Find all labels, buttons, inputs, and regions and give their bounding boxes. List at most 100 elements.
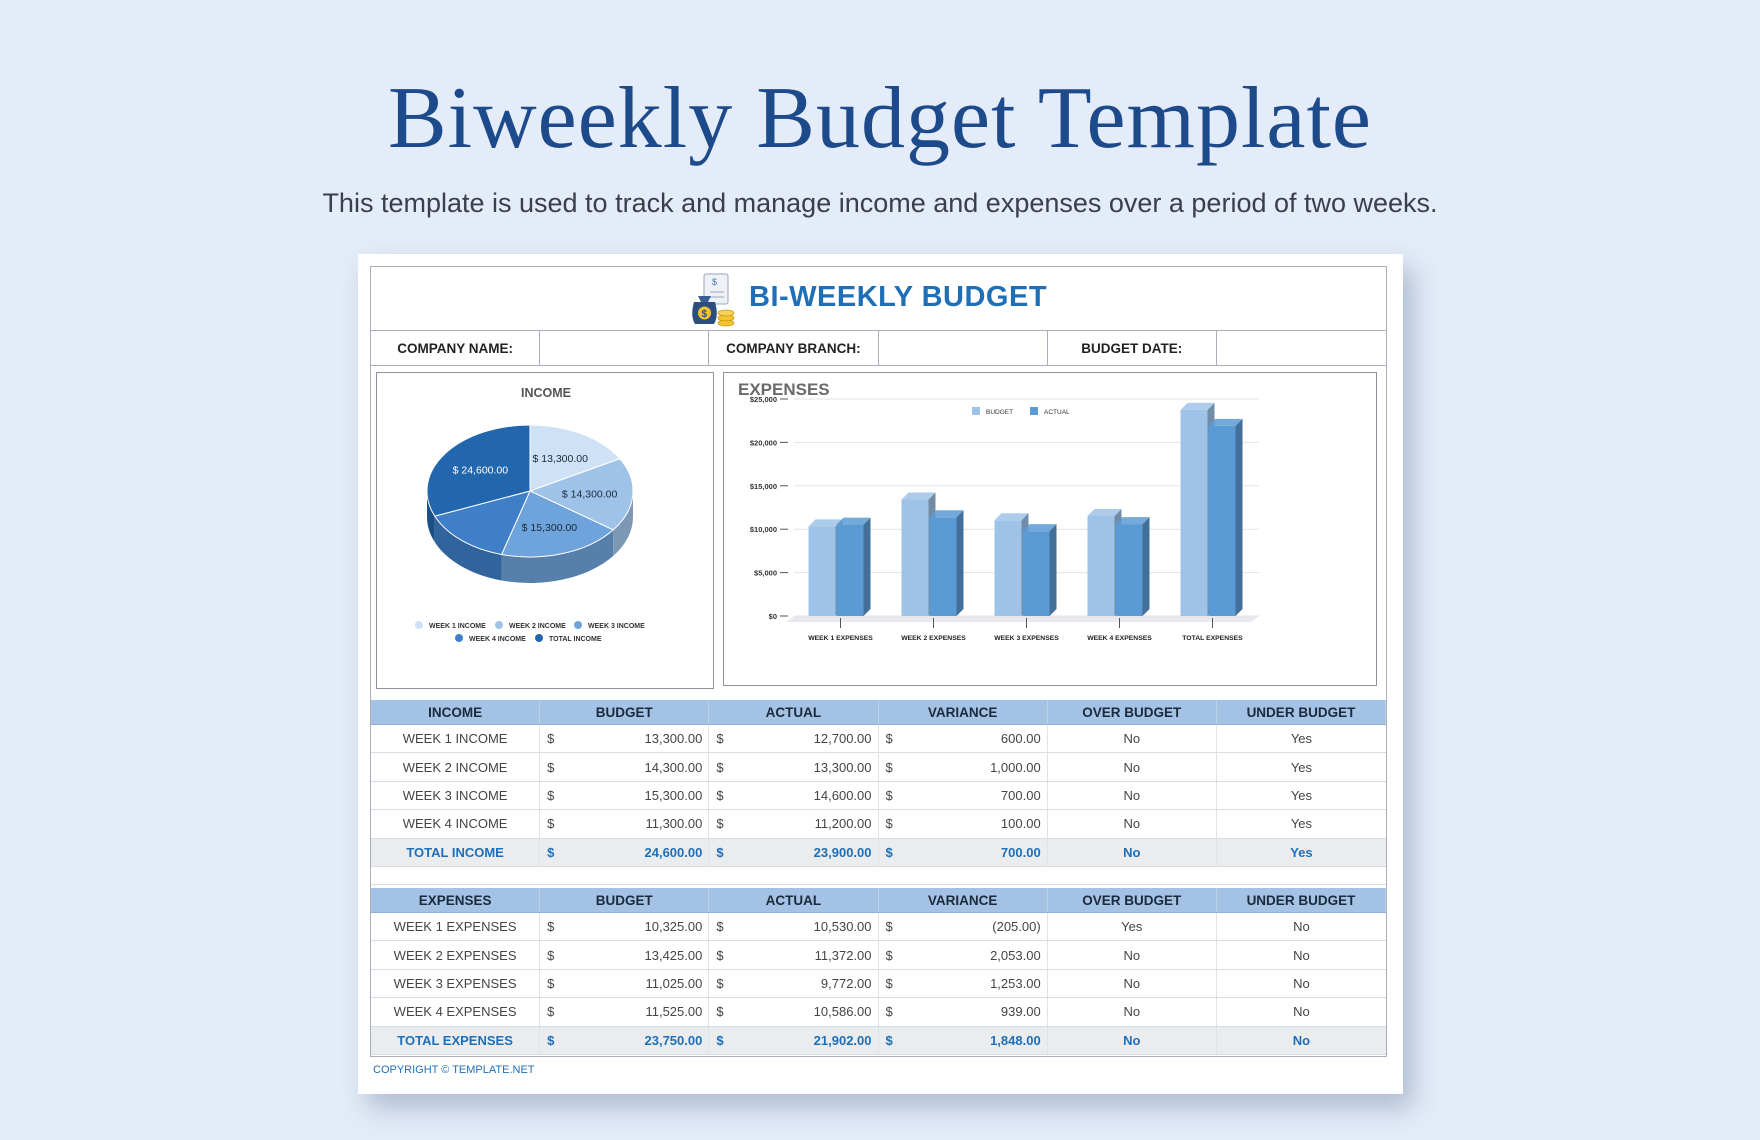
- pie-slice: [433, 490, 531, 556]
- budget-cell[interactable]: $14,300.00: [540, 753, 710, 781]
- under-budget-cell[interactable]: No: [1293, 919, 1310, 935]
- under-budget-cell[interactable]: No: [1293, 947, 1310, 963]
- expenses-chart-title: EXPENSES: [738, 380, 830, 399]
- budget-title: BI-WEEKLY BUDGET: [749, 281, 1048, 313]
- over-budget-cell[interactable]: No: [1048, 725, 1217, 753]
- under-budget-cell[interactable]: Yes: [1290, 787, 1313, 803]
- row-label[interactable]: WEEK 1 EXPENSES: [371, 913, 541, 941]
- currency-symbol: $: [716, 919, 724, 935]
- variance-cell-value: (205.00): [992, 919, 1041, 935]
- under-budget-cell[interactable]: Yes: [1290, 816, 1313, 832]
- under-budget-cell[interactable]: No: [1293, 1004, 1310, 1020]
- row-label[interactable]: WEEK 1 INCOME: [371, 725, 541, 753]
- row-label[interactable]: WEEK 2 EXPENSES: [371, 941, 541, 969]
- actual-cell[interactable]: $12,700.00: [709, 725, 879, 753]
- actual-cell[interactable]: $23,900.00: [709, 838, 879, 866]
- row-label[interactable]: WEEK 2 INCOME: [371, 753, 541, 781]
- under-budget-cell[interactable]: No: [1293, 975, 1310, 991]
- actual-cell[interactable]: $9,772.00: [709, 969, 879, 998]
- legend-swatch: [415, 621, 423, 629]
- over-budget-cell[interactable]: No: [1048, 781, 1217, 810]
- row-label[interactable]: TOTAL INCOME: [371, 838, 541, 866]
- y-tick-label: $15,000: [750, 482, 777, 491]
- actual-cell-value: 12,700.00: [813, 731, 872, 747]
- variance-cell[interactable]: $1,848.00: [879, 1026, 1048, 1054]
- pie-slice-side: [613, 491, 633, 556]
- actual-cell[interactable]: $10,586.00: [709, 998, 879, 1026]
- actual-cell[interactable]: $11,200.00: [709, 810, 879, 838]
- budget-cell-value: 13,425.00: [644, 947, 703, 963]
- company-branch-field[interactable]: [879, 331, 1048, 365]
- variance-cell[interactable]: $1,000.00: [879, 753, 1048, 781]
- row-label[interactable]: TOTAL EXPENSES: [371, 1026, 541, 1054]
- pie-slice: [426, 424, 531, 517]
- row-label[interactable]: WEEK 3 EXPENSES: [371, 969, 541, 998]
- variance-cell[interactable]: $700.00: [879, 781, 1048, 810]
- budget-cell-value: 11,300.00: [645, 816, 703, 832]
- budget-cell[interactable]: $23,750.00: [540, 1026, 710, 1054]
- over-budget-cell[interactable]: No: [1048, 969, 1217, 998]
- variance-cell[interactable]: $600.00: [879, 725, 1048, 753]
- variance-cell-value: 700.00: [1000, 787, 1041, 803]
- legend-swatch: [535, 634, 543, 642]
- currency-symbol: $: [547, 1004, 555, 1020]
- budget-cell[interactable]: $13,300.00: [540, 725, 710, 753]
- budget-cell-value: 11,025.00: [645, 975, 703, 991]
- expenses-bar-svg: EXPENSES $0 $5,000 $10,000 $15,000 $20,000 $2…: [738, 380, 1259, 642]
- budget-cell[interactable]: $24,600.00: [540, 838, 710, 866]
- over-budget-cell[interactable]: No: [1048, 998, 1217, 1026]
- actual-cell-value: 10,530.00: [813, 919, 872, 935]
- company-name-field[interactable]: [540, 331, 710, 365]
- budget-cell[interactable]: $15,300.00: [540, 781, 710, 810]
- budget-cell[interactable]: $11,025.00: [540, 969, 710, 998]
- under-budget-cell[interactable]: No: [1292, 1032, 1311, 1048]
- budget-cell[interactable]: $11,525.00: [540, 998, 710, 1026]
- legend-swatch: [495, 621, 503, 629]
- variance-cell[interactable]: $939.00: [879, 998, 1048, 1026]
- budget-sheet: $ $ BI-WEEKLY BUDGET COMPANY NAME: COMPA…: [358, 254, 1403, 1094]
- variance-cell[interactable]: $ (205.00): [879, 913, 1048, 941]
- under-budget-cell[interactable]: Yes: [1290, 731, 1313, 747]
- budget-cell[interactable]: $11,300.00: [540, 810, 710, 838]
- over-budget-cell[interactable]: No: [1048, 941, 1217, 969]
- variance-cell[interactable]: $2,053.00: [879, 941, 1048, 969]
- actual-cell[interactable]: $21,902.00: [709, 1026, 879, 1054]
- currency-symbol: $: [716, 731, 724, 747]
- budget-cell[interactable]: $13,425.00: [540, 941, 710, 969]
- currency-symbol: $: [885, 1004, 893, 1020]
- variance-cell[interactable]: $100.00: [879, 810, 1048, 838]
- actual-cell[interactable]: $11,372.00: [709, 941, 879, 969]
- over-budget-cell[interactable]: No: [1048, 753, 1217, 781]
- actual-cell-value: 13,300.00: [813, 759, 872, 775]
- under-budget-cell[interactable]: Yes: [1290, 759, 1313, 775]
- over-budget-cell[interactable]: Yes: [1048, 913, 1217, 941]
- row-label[interactable]: WEEK 4 EXPENSES: [371, 998, 541, 1026]
- budget-cell[interactable]: $10,325.00: [540, 913, 710, 941]
- over-budget-cell[interactable]: No: [1048, 810, 1217, 838]
- currency-symbol: $: [716, 1004, 724, 1020]
- actual-cell[interactable]: $14,600.00: [709, 781, 879, 810]
- over-budget-cell[interactable]: No: [1048, 1026, 1217, 1054]
- spacer-row: [371, 866, 1386, 885]
- money-bag-icon: $ $: [692, 273, 735, 327]
- legend-swatch: [972, 407, 980, 415]
- row-label[interactable]: WEEK 4 INCOME: [371, 810, 541, 838]
- currency-symbol: $: [885, 919, 893, 935]
- row-label[interactable]: WEEK 3 INCOME: [371, 781, 541, 810]
- actual-cell[interactable]: $10,530.00: [709, 913, 879, 941]
- income-chart-title: INCOME: [521, 386, 571, 400]
- variance-cell[interactable]: $1,253.00: [879, 969, 1048, 998]
- legend-swatch: [455, 634, 463, 642]
- over-budget-cell[interactable]: No: [1048, 838, 1217, 866]
- total-row: TOTAL EXPENSES $23,750.00 $21,902.00 $1,848…: [371, 1026, 1386, 1055]
- budget-date-field[interactable]: [1217, 331, 1386, 365]
- actual-cell-value: 9,772.00: [820, 975, 872, 991]
- copyright-text: COPYRIGHT © TEMPLATE.NET: [373, 1064, 535, 1076]
- pie-slice: [500, 490, 615, 558]
- expenses-chart: EXPENSES $0 $5,000 $10,000 $15,000 $20,000 $2…: [723, 372, 1377, 686]
- currency-symbol: $: [547, 731, 555, 747]
- variance-cell[interactable]: $700.00: [879, 838, 1048, 866]
- actual-cell[interactable]: $13,300.00: [709, 753, 879, 781]
- actual-cell-value: 10,586.00: [813, 1004, 872, 1020]
- under-budget-cell[interactable]: Yes: [1290, 844, 1313, 860]
